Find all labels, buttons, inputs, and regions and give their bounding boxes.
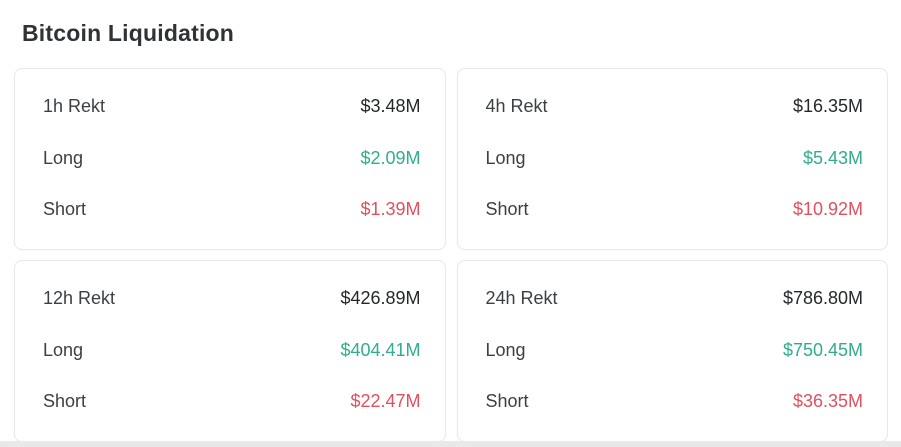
stat-row: 4h Rekt $16.35M: [486, 96, 864, 117]
short-label: Short: [43, 199, 87, 219]
long-value: $404.41M: [340, 339, 421, 360]
long-label: Long: [485, 339, 526, 360]
liquidation-card-12h: 12h Rekt $426.89M Long $404.41M Short $2…: [14, 260, 446, 442]
page-bottom-divider: [0, 441, 901, 447]
short-value: $10.92M: [792, 199, 863, 219]
stat-row: 1h Rekt $3.48M: [43, 96, 421, 117]
stat-row: Short $36.35M: [486, 391, 864, 412]
page-title: Bitcoin Liquidation: [22, 20, 235, 46]
long-value: $2.09M: [360, 147, 421, 168]
long-label: Long: [43, 339, 84, 360]
short-label: Short: [43, 391, 87, 411]
rekt-label: 24h Rekt: [485, 288, 558, 308]
liquidation-card-1h: 1h Rekt $3.48M Long $2.09M Short $1.39M: [14, 68, 446, 250]
stat-row: Short $1.39M: [43, 199, 421, 220]
rekt-value: $3.48M: [360, 96, 421, 116]
short-value: $36.35M: [792, 391, 863, 411]
short-value: $22.47M: [350, 391, 421, 411]
stat-row: Short $10.92M: [486, 199, 864, 220]
rekt-label: 1h Rekt: [43, 96, 106, 116]
rekt-value: $16.35M: [792, 96, 863, 116]
short-label: Short: [485, 391, 529, 411]
liquidation-cards-grid: 1h Rekt $3.48M Long $2.09M Short $1.39M …: [14, 68, 888, 442]
stat-row: Short $22.47M: [43, 391, 421, 412]
stat-row: 24h Rekt $786.80M: [486, 288, 864, 309]
stat-row: Long $750.45M: [486, 340, 864, 361]
long-value: $5.43M: [802, 147, 863, 168]
rekt-value: $426.89M: [340, 288, 421, 308]
long-value: $750.45M: [782, 339, 863, 360]
liquidation-card-4h: 4h Rekt $16.35M Long $5.43M Short $10.92…: [456, 68, 888, 250]
rekt-label: 4h Rekt: [485, 96, 548, 116]
short-label: Short: [485, 199, 529, 219]
long-label: Long: [43, 147, 84, 168]
long-label: Long: [485, 147, 526, 168]
liquidation-card-24h: 24h Rekt $786.80M Long $750.45M Short $3…: [456, 260, 888, 442]
short-value: $1.39M: [360, 199, 421, 219]
rekt-value: $786.80M: [782, 288, 863, 308]
stat-row: Long $2.09M: [43, 148, 421, 169]
stat-row: Long $5.43M: [486, 148, 864, 169]
stat-row: 12h Rekt $426.89M: [43, 288, 421, 309]
rekt-label: 12h Rekt: [43, 288, 116, 308]
stat-row: Long $404.41M: [43, 340, 421, 361]
